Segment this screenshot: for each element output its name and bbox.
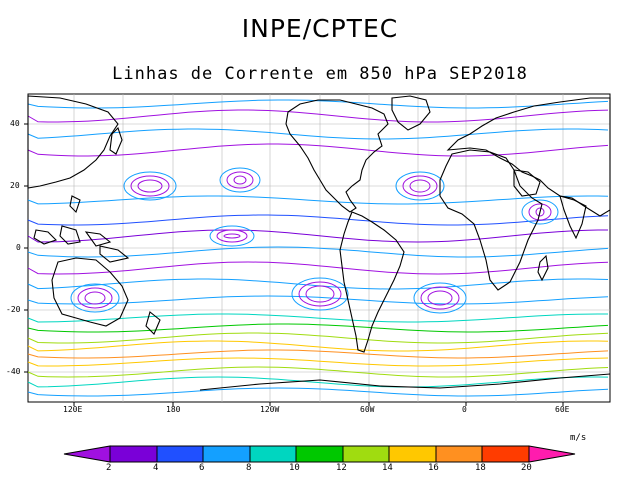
streamline (27, 214, 609, 226)
gyre-streamline (226, 171, 254, 189)
streamline (27, 332, 609, 344)
gyre-streamline (291, 277, 349, 311)
streamline (27, 261, 609, 275)
lon-tick-label: 180 (166, 405, 181, 414)
lat-tick-label: 20 (10, 181, 20, 190)
streamline (27, 349, 609, 359)
gyre-streamline (70, 283, 120, 313)
gyre-streamline (84, 291, 106, 305)
colorbar-segment (435, 445, 483, 463)
gyre-streamline (77, 287, 113, 309)
gyre-streamline (209, 225, 255, 247)
lat-tick-label: -40 (6, 367, 21, 376)
colorbar-units: m/s (570, 433, 587, 443)
colorbar-segment (109, 445, 158, 463)
lon-tick-label: 120E (63, 405, 83, 414)
streamline (27, 246, 609, 258)
gyre-streamline (137, 179, 163, 193)
gyre-streamline (123, 171, 177, 201)
colorbar-label: 20 (521, 463, 532, 473)
chart-subtitle: Linhas de Corrente em 850 hPa SEP2018 (112, 64, 528, 84)
colorbar-label: 6 (199, 463, 205, 473)
gyre-streamline (528, 203, 552, 221)
axis-ticks (24, 123, 564, 406)
colorbar-segment (388, 445, 437, 463)
streamline (27, 323, 609, 333)
colorbar-segment (481, 445, 530, 463)
colorbar-label: 12 (336, 463, 347, 473)
gyre-streamline (298, 281, 342, 307)
gyre-streamline (427, 290, 453, 306)
colorbar-segment (295, 445, 344, 463)
streamline (27, 99, 609, 109)
colorbar (63, 445, 576, 463)
lon-tick-label: 120W (260, 405, 280, 414)
streamline (27, 313, 608, 323)
colorbar-label: 2 (106, 463, 112, 473)
page-title: INPE/CPTEC (241, 14, 399, 43)
colorbar-label: 14 (382, 463, 393, 473)
lon-tick-label: 0 (462, 405, 467, 414)
streamline (27, 109, 609, 123)
colorbar-label: 16 (428, 463, 439, 473)
colorbar-segment (202, 445, 251, 463)
streamline (27, 295, 609, 305)
gyre-streamline (130, 175, 170, 197)
lat-tick-label: 0 (16, 243, 21, 252)
gyre-streamline (219, 167, 261, 193)
streamline (27, 229, 608, 243)
lon-tick-label: 60E (555, 405, 570, 414)
colorbar-segment (63, 445, 111, 463)
lat-tick-label: 40 (10, 119, 20, 128)
streamline (27, 357, 609, 367)
streamline (27, 340, 609, 352)
gyre-streamline (233, 175, 247, 185)
gyre-streamline (409, 179, 431, 193)
streamline (27, 387, 609, 397)
colorbar-label: 8 (246, 463, 252, 473)
colorbar-label: 18 (475, 463, 486, 473)
colorbar-segment (156, 445, 204, 463)
gyre-streamline (535, 207, 545, 217)
gyre-streamline (216, 229, 248, 243)
gyre-streamline (521, 199, 559, 225)
gyre-streamline (420, 286, 460, 310)
colorbar-segment (342, 445, 390, 463)
coastlines (27, 95, 611, 391)
streamline (27, 143, 609, 157)
gyre-streamline (223, 233, 241, 239)
colorbar-label: 10 (289, 463, 300, 473)
colorbar-label: 4 (153, 463, 159, 473)
lon-tick-label: 60W (360, 405, 375, 414)
streamlines (27, 99, 609, 397)
streamline (27, 376, 609, 388)
gyre-streamline (402, 175, 438, 197)
streamline (27, 128, 609, 140)
colorbar-segment (249, 445, 297, 463)
streamline (27, 366, 609, 378)
colorbar-segment (528, 445, 576, 463)
gyre-streamline (395, 171, 445, 201)
gyre-streamline (305, 285, 335, 303)
lat-tick-label: -20 (6, 305, 21, 314)
streamline (27, 195, 609, 205)
gyre-streamline (413, 282, 467, 314)
